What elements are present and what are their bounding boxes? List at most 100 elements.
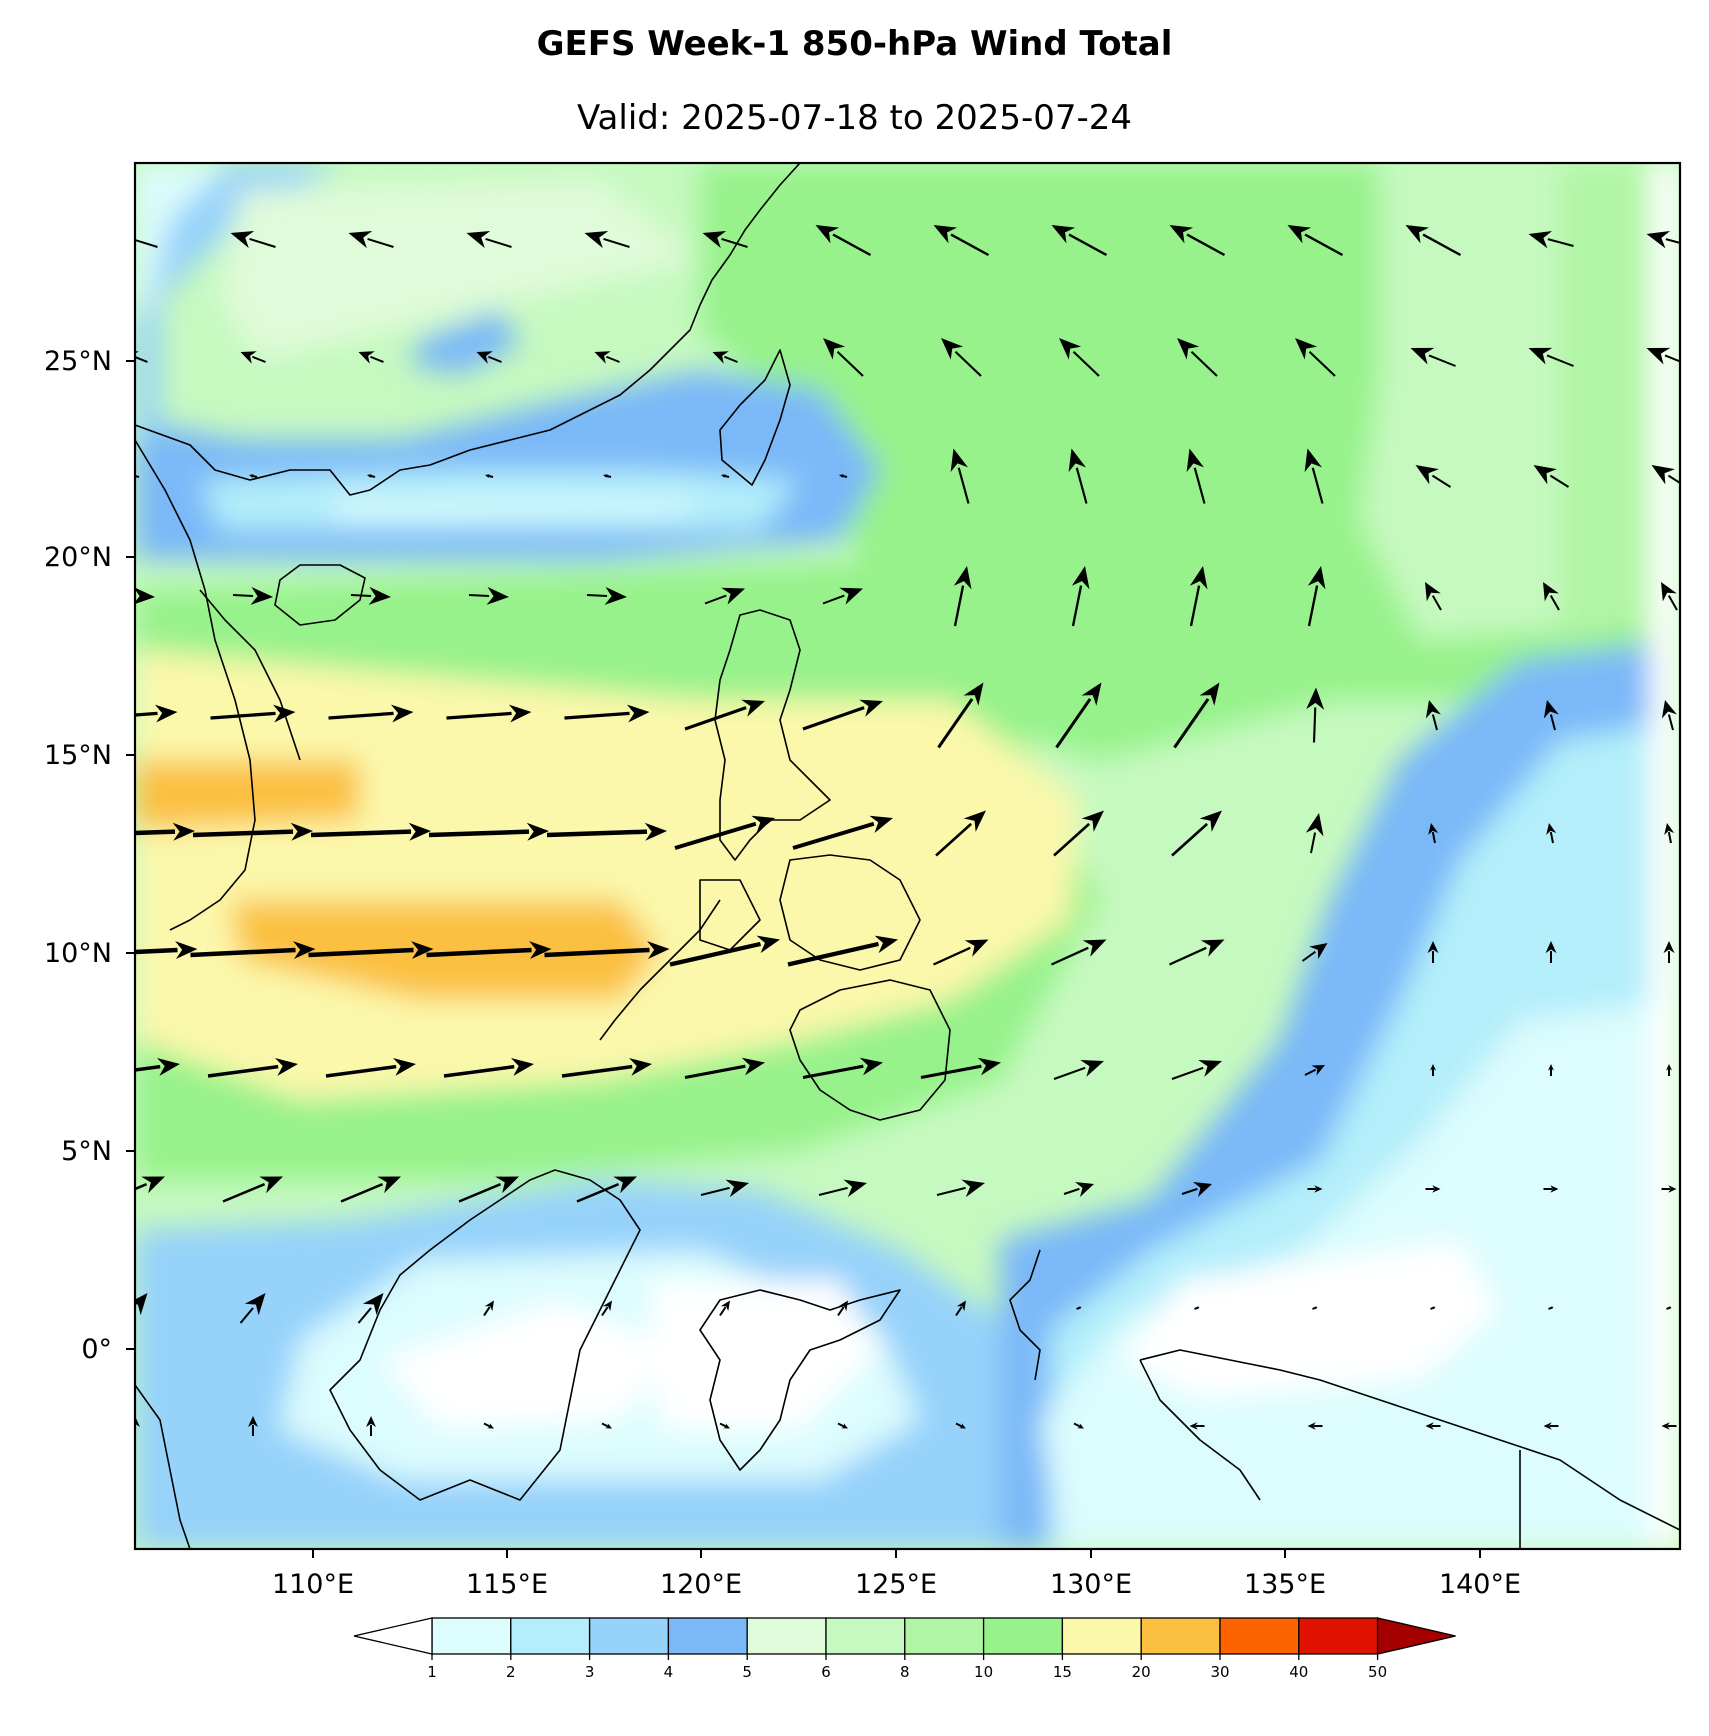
colorbar-over-arrow <box>1376 1617 1456 1655</box>
colorbar-tick-label: 4 <box>664 1663 674 1681</box>
wind-vector-arrow <box>1528 230 1574 249</box>
wind-vector-arrow <box>1051 225 1108 257</box>
wind-vector-arrow <box>1305 813 1324 854</box>
wind-vector-arrow <box>787 935 898 967</box>
colorbar-tick-label: 2 <box>506 1663 516 1681</box>
wind-vector-arrow <box>601 1300 612 1317</box>
colorbar: 1 2 3 4 5 6 8 10 15 20 30 40 50 <box>353 1617 1456 1681</box>
wind-vector-arrow <box>357 1293 384 1324</box>
wind-vector-arrow <box>1171 1059 1222 1080</box>
colorbar-tick-label: 5 <box>742 1663 752 1681</box>
wind-vector-arrow <box>135 704 178 723</box>
wind-vector-arrow <box>1663 941 1675 963</box>
wind-vector-arrow <box>837 1422 848 1429</box>
wind-vector-arrow <box>240 351 266 364</box>
wind-vector-arrow <box>1051 939 1107 966</box>
wind-vector-arrow <box>1543 700 1559 731</box>
colorbar-tick-label: 10 <box>974 1663 993 1681</box>
wind-vector-arrow <box>239 1293 266 1324</box>
wind-vector-arrow <box>222 1176 283 1203</box>
wind-vector-arrow <box>468 586 509 605</box>
wind-vector-arrow <box>210 704 296 723</box>
wind-vector-arrow <box>1528 347 1574 367</box>
wind-vector-arrow <box>1428 823 1439 844</box>
wind-vector-arrow <box>1304 448 1324 504</box>
wind-vector-arrow <box>1287 225 1344 257</box>
wind-vector-arrow <box>466 230 512 249</box>
wind-vectors <box>135 225 1680 1436</box>
wind-vector-arrow <box>135 1176 165 1194</box>
wind-vector-arrow <box>700 1179 749 1198</box>
colorbar-tick-label: 40 <box>1289 1663 1308 1681</box>
wind-vector-arrow <box>249 474 258 479</box>
wind-vector-arrow <box>1307 1422 1323 1430</box>
wind-vector-arrow <box>1063 1182 1094 1197</box>
lat-tick-label: 15°N <box>44 740 112 771</box>
wind-vector-arrow <box>310 822 431 841</box>
wind-vector-arrow <box>1430 1064 1436 1076</box>
wind-vector-arrow <box>1053 810 1104 857</box>
wind-vector-arrow <box>1186 448 1206 504</box>
wind-vector-arrow <box>367 474 376 479</box>
wind-vector-arrow <box>1304 1065 1325 1076</box>
wind-vector-arrow <box>704 587 745 605</box>
wind-vector-arrow <box>1425 1422 1441 1430</box>
wind-vector-arrow <box>1646 347 1680 365</box>
wind-vector-arrow <box>1664 823 1675 844</box>
wind-vector-arrow <box>702 230 748 249</box>
wind-vector-arrow <box>1545 941 1557 963</box>
wind-vector-arrow <box>428 822 549 841</box>
colorbar-swatch <box>1298 1617 1379 1655</box>
lon-tick-label: 120°E <box>660 1569 742 1600</box>
wind-vector-arrow <box>1301 943 1328 962</box>
wind-vector-arrow <box>935 810 986 857</box>
wind-vector-arrow <box>135 587 155 605</box>
wind-vector-arrow <box>674 815 775 850</box>
wind-vector-arrow <box>941 338 982 377</box>
lon-tick-label: 130°E <box>1050 1569 1132 1600</box>
wind-vector-arrow <box>1546 823 1557 844</box>
wind-vector-arrow <box>1646 230 1680 249</box>
colorbar-tick-label: 6 <box>821 1663 831 1681</box>
wind-vector-arrow <box>719 1300 730 1317</box>
wind-vector-arrow <box>325 1057 416 1078</box>
wind-vector-arrow <box>1306 687 1325 743</box>
wind-vector-arrow <box>135 822 195 841</box>
wind-vector-arrow <box>1661 582 1678 611</box>
wind-vector-arrow <box>1194 1306 1200 1310</box>
colorbar-swatch <box>510 1617 591 1655</box>
map-subtitle: Valid: 2025-07-18 to 2025-07-24 <box>576 98 1133 138</box>
wind-vector-arrow <box>348 230 394 249</box>
wind-vector-arrow <box>1666 1064 1672 1076</box>
wind-vector-arrow <box>823 338 864 377</box>
wind-vector-arrow <box>1425 582 1442 611</box>
wind-vector-arrow <box>483 1300 494 1317</box>
wind-vector-arrow <box>815 225 872 257</box>
lon-tick-label: 140°E <box>1439 1569 1521 1600</box>
wind-vector-arrow <box>1425 700 1441 731</box>
wind-vector-arrow <box>594 351 620 364</box>
wind-vector-arrow <box>822 587 863 605</box>
wind-vector-arrow <box>446 704 532 723</box>
lat-tick-label: 5°N <box>61 1136 112 1167</box>
colorbar-swatch <box>982 1617 1064 1655</box>
wind-vector-arrow <box>135 941 198 960</box>
wind-vector-arrow <box>1651 465 1680 485</box>
wind-vector-arrow <box>1543 1422 1559 1430</box>
wind-vector-arrow <box>1427 941 1439 963</box>
lat-tick-label: 10°N <box>44 938 112 969</box>
wind-vector-arrow <box>1076 1306 1082 1310</box>
map-frame <box>133 161 1682 1551</box>
wind-vector-arrow <box>802 699 883 731</box>
wind-vector-arrow <box>1059 338 1100 377</box>
wind-vector-arrow <box>1171 810 1222 857</box>
wind-vector-arrow <box>190 941 316 960</box>
wind-vector-arrow <box>1181 1182 1212 1197</box>
wind-vector-arrow <box>1189 1422 1205 1430</box>
wind-vector-arrow <box>955 1300 966 1317</box>
wind-vector-arrow <box>1415 465 1452 488</box>
colorbar-tick-label: 20 <box>1132 1663 1151 1681</box>
wind-vector-arrow <box>340 1176 401 1203</box>
colorbar-swatch <box>1061 1617 1142 1655</box>
